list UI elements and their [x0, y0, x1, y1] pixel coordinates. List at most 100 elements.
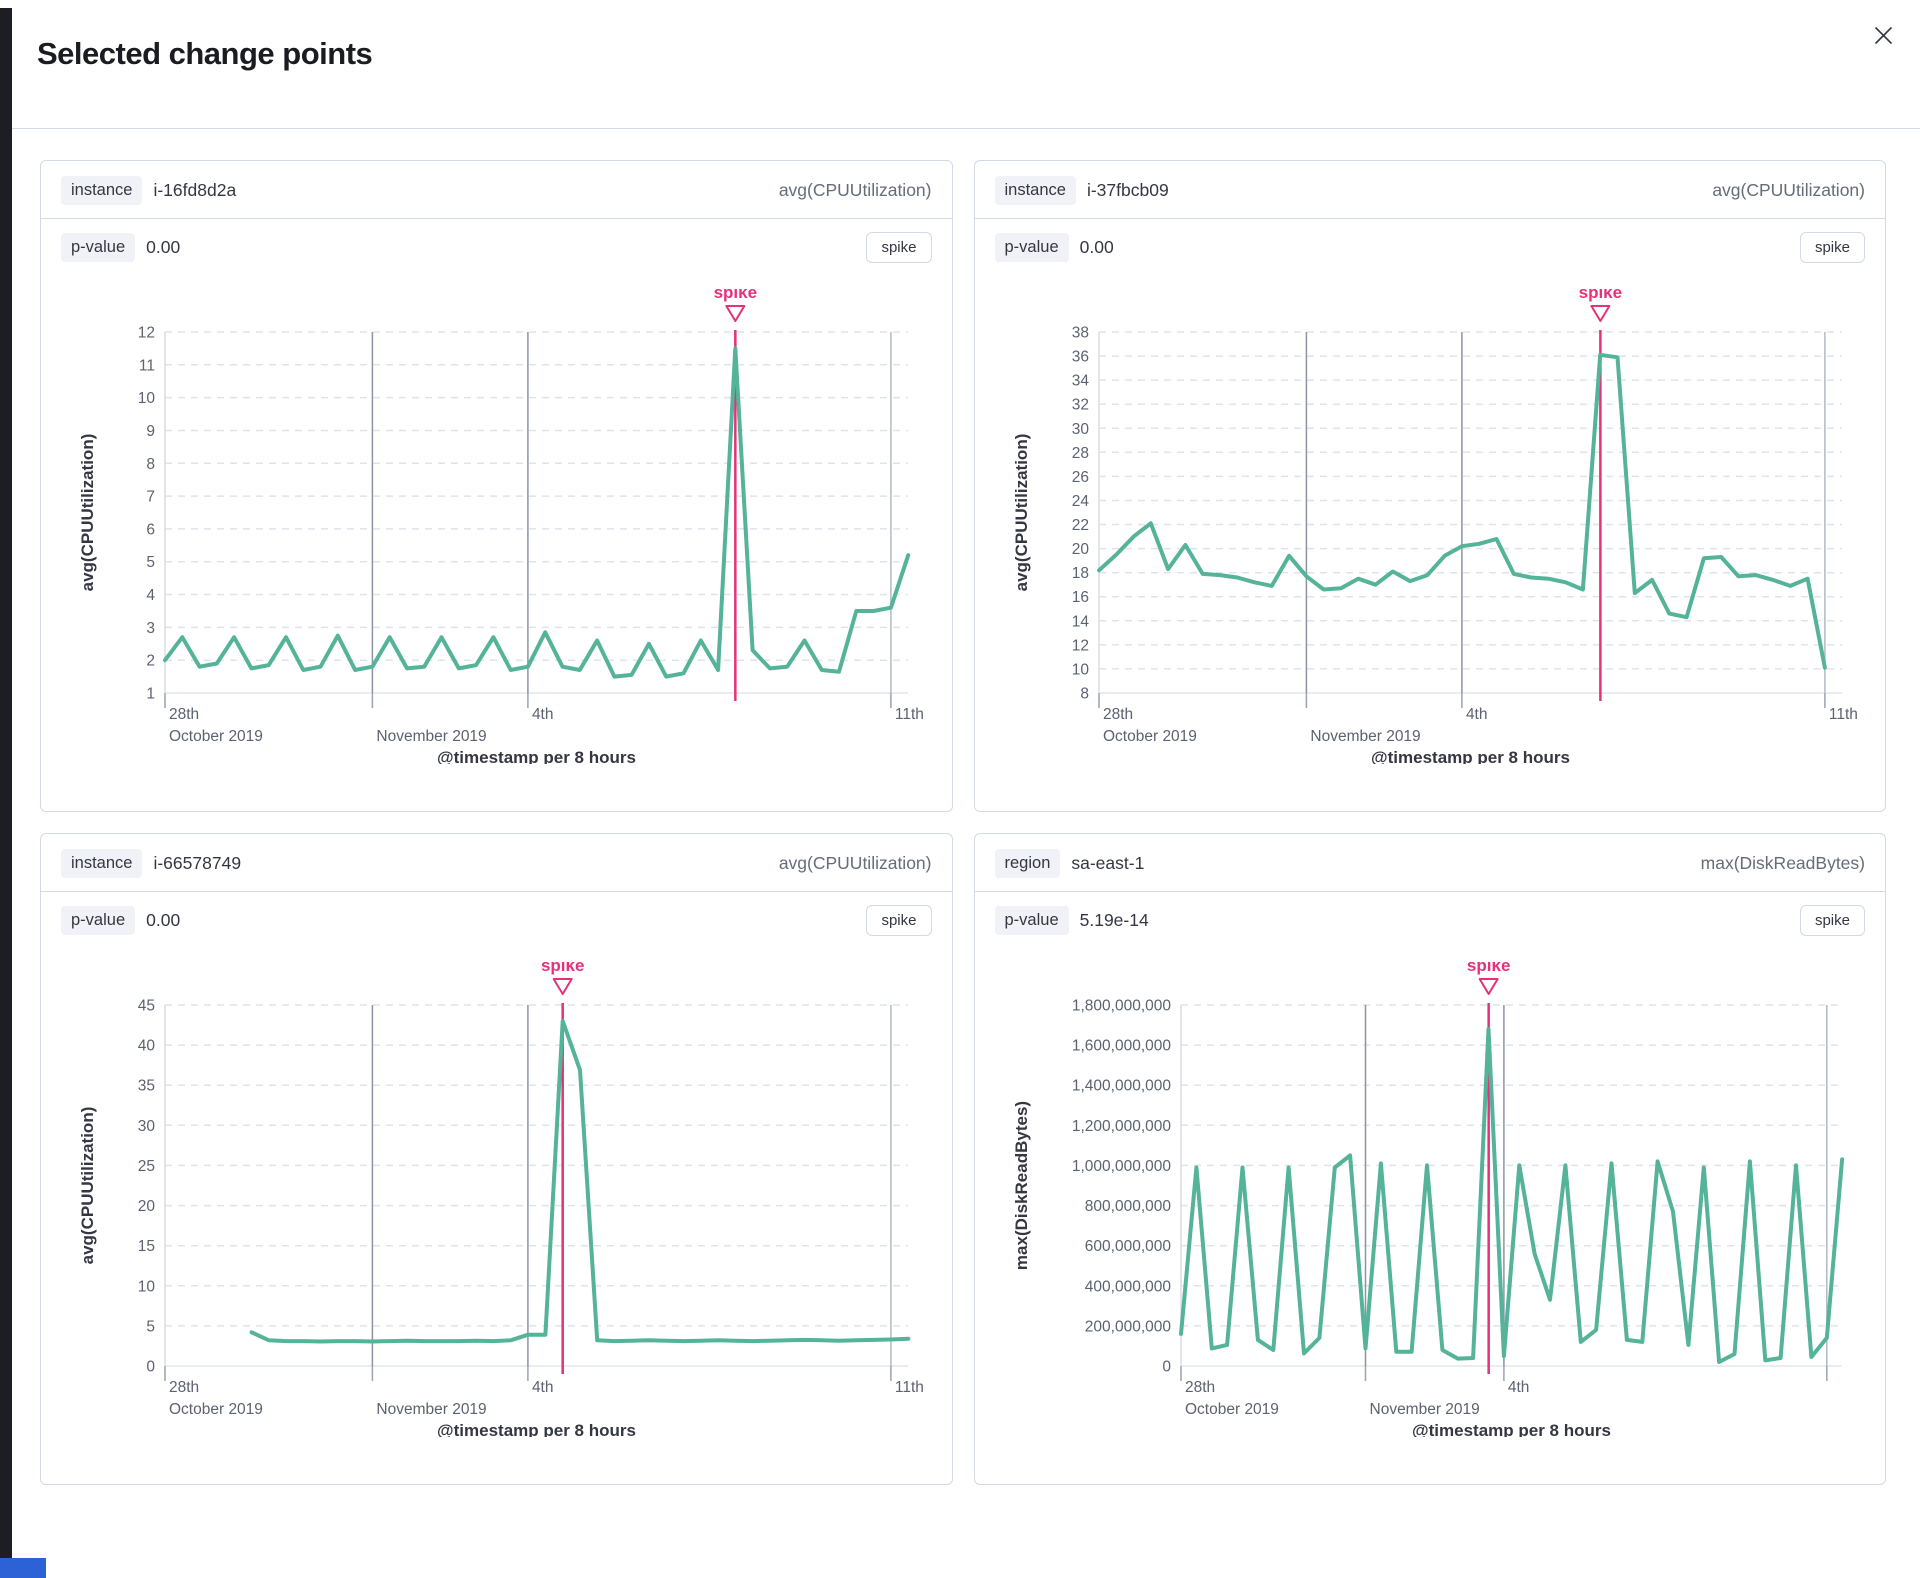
- y-tick-label: 8: [1080, 686, 1089, 703]
- y-tick-label: 18: [1071, 565, 1088, 582]
- chart-svg: 0 200,000,000 400,000,000 600,000,000 800,00…: [1012, 956, 1844, 1440]
- x-axis-title: @timestamp per 8 hours: [437, 1421, 636, 1437]
- y-axis: 0 200,000,000 400,000,000 600,000,000 800,00…: [1071, 998, 1842, 1376]
- x-axis-title: @timestamp per 8 hours: [437, 748, 636, 764]
- close-icon[interactable]: [1868, 20, 1898, 50]
- y-axis: 0 5 10 15 20 25 30 35 40 45: [138, 998, 908, 1376]
- y-tick-label: 15: [138, 1238, 155, 1255]
- y-axis-title: avg(CPUUtilization): [1012, 434, 1031, 592]
- p-value-badge: p-value: [994, 906, 1069, 936]
- x-tick-sublabel: October 2019: [169, 1401, 263, 1418]
- x-tick-label: 4th: [1465, 706, 1487, 723]
- p-value-badge: p-value: [994, 233, 1069, 263]
- p-value: 0.00: [1079, 237, 1114, 258]
- x-tick-label: 28th: [169, 1379, 199, 1396]
- y-tick-label: 11: [139, 357, 155, 374]
- change-type-button[interactable]: spike: [866, 905, 932, 937]
- y-tick-label: 32: [1071, 397, 1088, 414]
- p-value-badge: p-value: [61, 233, 136, 263]
- series-line: [1178, 1027, 1844, 1365]
- x-tick-label: 11th: [1828, 706, 1857, 723]
- p-value: 0.00: [146, 237, 181, 258]
- panel-divider: [41, 218, 952, 220]
- x-tick-label: 11th: [895, 1379, 924, 1396]
- panel-stats-row: p-value 0.00 spike: [41, 219, 952, 268]
- change-point-panel: instance i-66578749 avg(CPUUtilization) …: [40, 833, 953, 1485]
- x-tick-sublabel: October 2019: [1103, 728, 1197, 745]
- y-tick-label: 38: [1071, 325, 1088, 342]
- x-tick-label: 4th: [532, 706, 554, 723]
- y-tick-label: 22: [1071, 517, 1088, 534]
- y-tick-label: 14: [1071, 613, 1089, 630]
- spike-marker-triangle-icon: [725, 305, 746, 323]
- split-field-value: i-37fbcb09: [1086, 180, 1169, 201]
- split-field-badge: region: [994, 849, 1061, 879]
- x-axis: 28th October 2019 November 2019 4th 11th: [164, 1005, 924, 1418]
- metric-function-label: avg(CPUUtilization): [778, 853, 932, 874]
- x-axis-title: @timestamp per 8 hours: [1371, 748, 1570, 764]
- y-tick-label: 30: [138, 1118, 156, 1135]
- x-axis: 28th October 2019 November 2019 4th 11th: [164, 332, 924, 745]
- panel-divider: [974, 891, 1885, 893]
- y-tick-label: 6: [146, 522, 155, 539]
- y-axis: 8 10 12 14 16 18 20 22 24 26 28 30 32 34 36 38: [1071, 325, 1842, 703]
- split-field-badge: instance: [994, 176, 1076, 206]
- spike-marker-triangle-icon: [1589, 305, 1610, 323]
- y-tick-label: 0: [1162, 1359, 1171, 1376]
- spike-annotation-label: spike: [541, 962, 584, 975]
- y-tick-label: 26: [1071, 469, 1088, 486]
- flyout-header: Selected change points: [12, 0, 1920, 129]
- y-tick-label: 28: [1071, 445, 1088, 462]
- close-x-icon: [1874, 26, 1892, 44]
- y-axis-title: avg(CPUUtilization): [78, 1107, 97, 1265]
- y-tick-label: 4: [146, 587, 155, 604]
- x-axis: 28th October 2019 November 2019 4th 11th: [1097, 332, 1857, 745]
- split-field-value: sa-east-1: [1071, 853, 1145, 874]
- panel-stats-row: p-value 5.19e-14 spike: [975, 892, 1886, 941]
- split-field-value: i-66578749: [153, 853, 242, 874]
- background-left-strip: [0, 8, 12, 1578]
- x-tick-sublabel: November 2019: [1310, 728, 1420, 745]
- y-tick-label: 600,000,000: [1084, 1238, 1171, 1255]
- change-type-button[interactable]: spike: [1799, 232, 1865, 264]
- y-tick-label: 1,600,000,000: [1071, 1038, 1171, 1055]
- panel-divider: [41, 891, 952, 893]
- change-points-flyout: Selected change points instance i-16fd8d…: [12, 0, 1920, 1578]
- spike-annotation-label: spike: [1578, 289, 1621, 302]
- y-axis-title: max(DiskReadBytes): [1012, 1101, 1031, 1270]
- y-tick-label: 35: [138, 1078, 155, 1095]
- y-tick-label: 10: [138, 390, 156, 407]
- x-tick-label: 4th: [532, 1379, 554, 1396]
- split-field-badge: instance: [61, 849, 143, 879]
- series-line: [249, 1019, 911, 1344]
- y-tick-label: 0: [146, 1359, 155, 1376]
- x-tick-sublabel: November 2019: [1369, 1401, 1479, 1418]
- y-tick-label: 40: [138, 1038, 156, 1055]
- y-tick-label: 3: [146, 620, 155, 637]
- p-value-badge: p-value: [61, 906, 136, 936]
- series-line: [1096, 352, 1827, 670]
- metric-function-label: max(DiskReadBytes): [1700, 853, 1865, 874]
- y-tick-label: 34: [1071, 373, 1089, 390]
- background-bottom-accent: [0, 1558, 46, 1578]
- y-tick-label: 30: [1071, 421, 1089, 438]
- change-point-chart: 0 5 10 15 20 25 30 35 40 45 28th October 2019 Novemb…: [61, 956, 932, 1442]
- y-tick-label: 1,400,000,000: [1071, 1078, 1171, 1095]
- change-type-button[interactable]: spike: [866, 232, 932, 264]
- x-tick-sublabel: October 2019: [1185, 1401, 1279, 1418]
- y-tick-label: 5: [146, 1318, 155, 1335]
- y-tick-label: 20: [1071, 541, 1089, 558]
- y-tick-label: 7: [146, 489, 155, 506]
- x-tick-label: 28th: [1103, 706, 1133, 723]
- y-tick-label: 12: [1071, 637, 1088, 654]
- p-value: 5.19e-14: [1079, 910, 1149, 931]
- y-tick-label: 2: [146, 653, 155, 670]
- change-type-button[interactable]: spike: [1799, 905, 1865, 937]
- y-tick-label: 36: [1071, 349, 1088, 366]
- chart-svg: 0 5 10 15 20 25 30 35 40 45 28th October 2019 Novemb…: [78, 956, 924, 1440]
- y-axis-title: avg(CPUUtilization): [78, 434, 97, 592]
- x-tick-sublabel: November 2019: [376, 728, 486, 745]
